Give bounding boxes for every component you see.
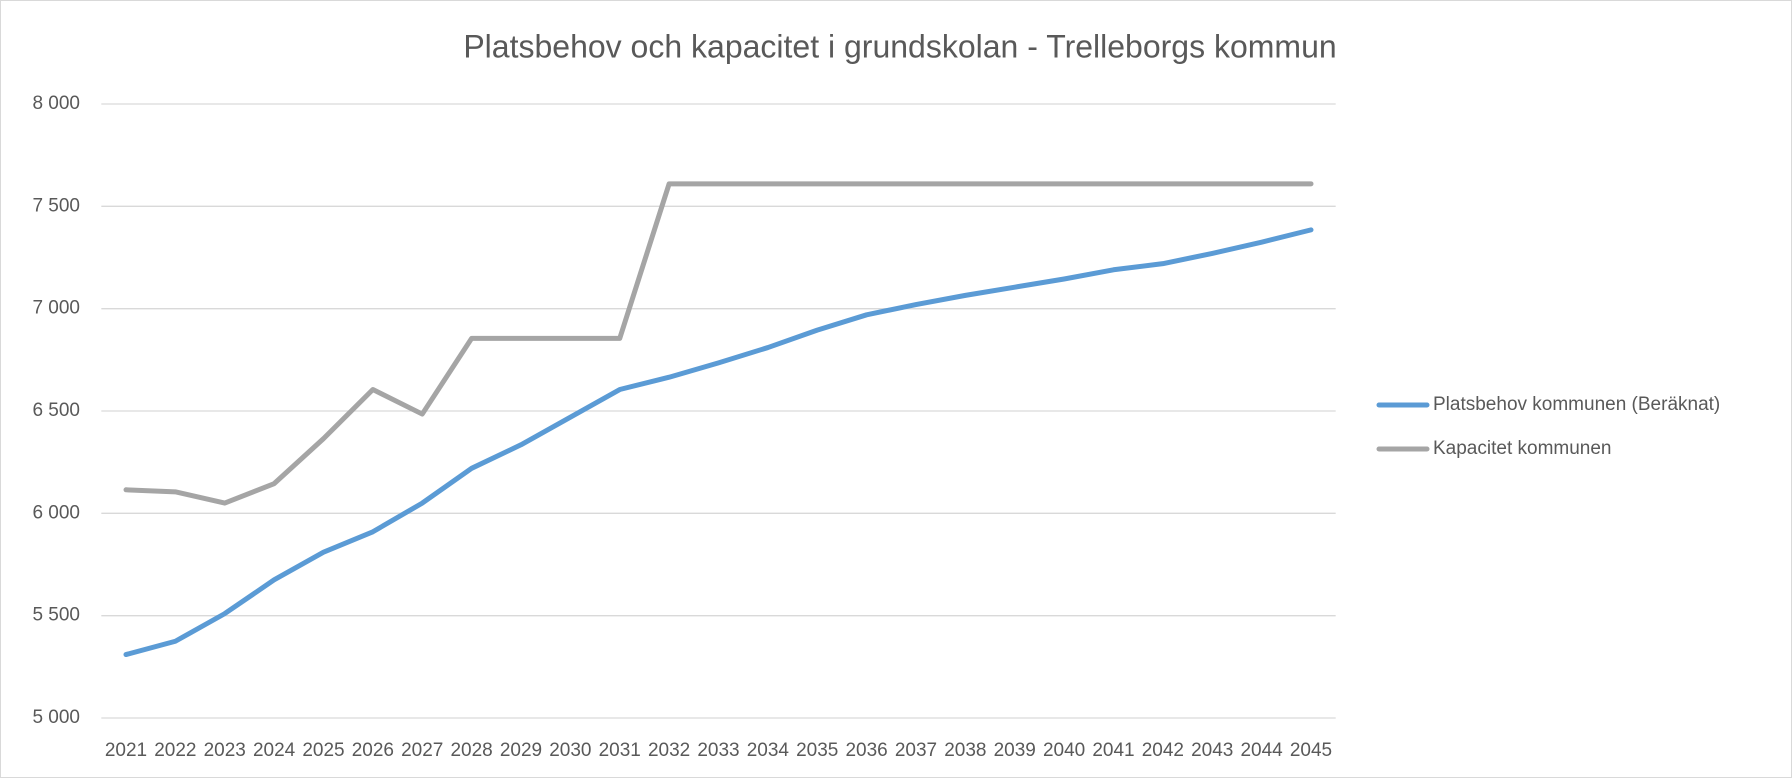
- x-tick-label: 2023: [204, 740, 246, 761]
- y-tick-label: 7 000: [32, 298, 80, 319]
- x-tick-label: 2027: [401, 740, 443, 761]
- x-tick-label: 2028: [450, 740, 492, 761]
- x-tick-label: 2026: [352, 740, 394, 761]
- x-tick-label: 2038: [944, 740, 986, 761]
- y-tick-label: 5 000: [32, 707, 80, 728]
- y-tick-label: 5 500: [32, 605, 80, 626]
- y-tick-label: 8 000: [32, 93, 80, 114]
- x-tick-label: 2042: [1142, 740, 1184, 761]
- x-tick-label: 2039: [994, 740, 1036, 761]
- x-tick-label: 2045: [1290, 740, 1332, 761]
- x-tick-label: 2022: [154, 740, 196, 761]
- x-tick-label: 2024: [253, 740, 296, 761]
- x-tick-label: 2025: [302, 740, 344, 761]
- x-tick-label: 2035: [796, 740, 838, 761]
- x-tick-label: 2029: [500, 740, 542, 761]
- x-tick-label: 2036: [845, 740, 887, 761]
- x-tick-label: 2034: [747, 740, 790, 761]
- x-tick-label: 2043: [1191, 740, 1233, 761]
- line-series: [123, 181, 1314, 506]
- y-tick-label: 6 500: [32, 400, 80, 421]
- x-tick-label: 2044: [1240, 740, 1283, 761]
- legend-label: Kapacitet kommunen: [1433, 438, 1612, 459]
- x-tick-label: 2032: [648, 740, 690, 761]
- chart-title: Platsbehov och kapacitet i grundskolan -…: [463, 28, 1336, 64]
- x-tick-label: 2021: [105, 740, 147, 761]
- x-tick-label: 2041: [1092, 740, 1134, 761]
- line-series: [123, 227, 1314, 658]
- legend-label: Platsbehov kommunen (Beräknat): [1433, 394, 1720, 415]
- x-tick-label: 2033: [697, 740, 739, 761]
- x-tick-label: 2037: [895, 740, 937, 761]
- x-tick-label: 2030: [549, 740, 591, 761]
- y-tick-label: 7 500: [32, 195, 80, 216]
- x-tick-label: 2040: [1043, 740, 1085, 761]
- x-tick-label: 2031: [599, 740, 641, 761]
- y-tick-label: 6 000: [32, 502, 80, 523]
